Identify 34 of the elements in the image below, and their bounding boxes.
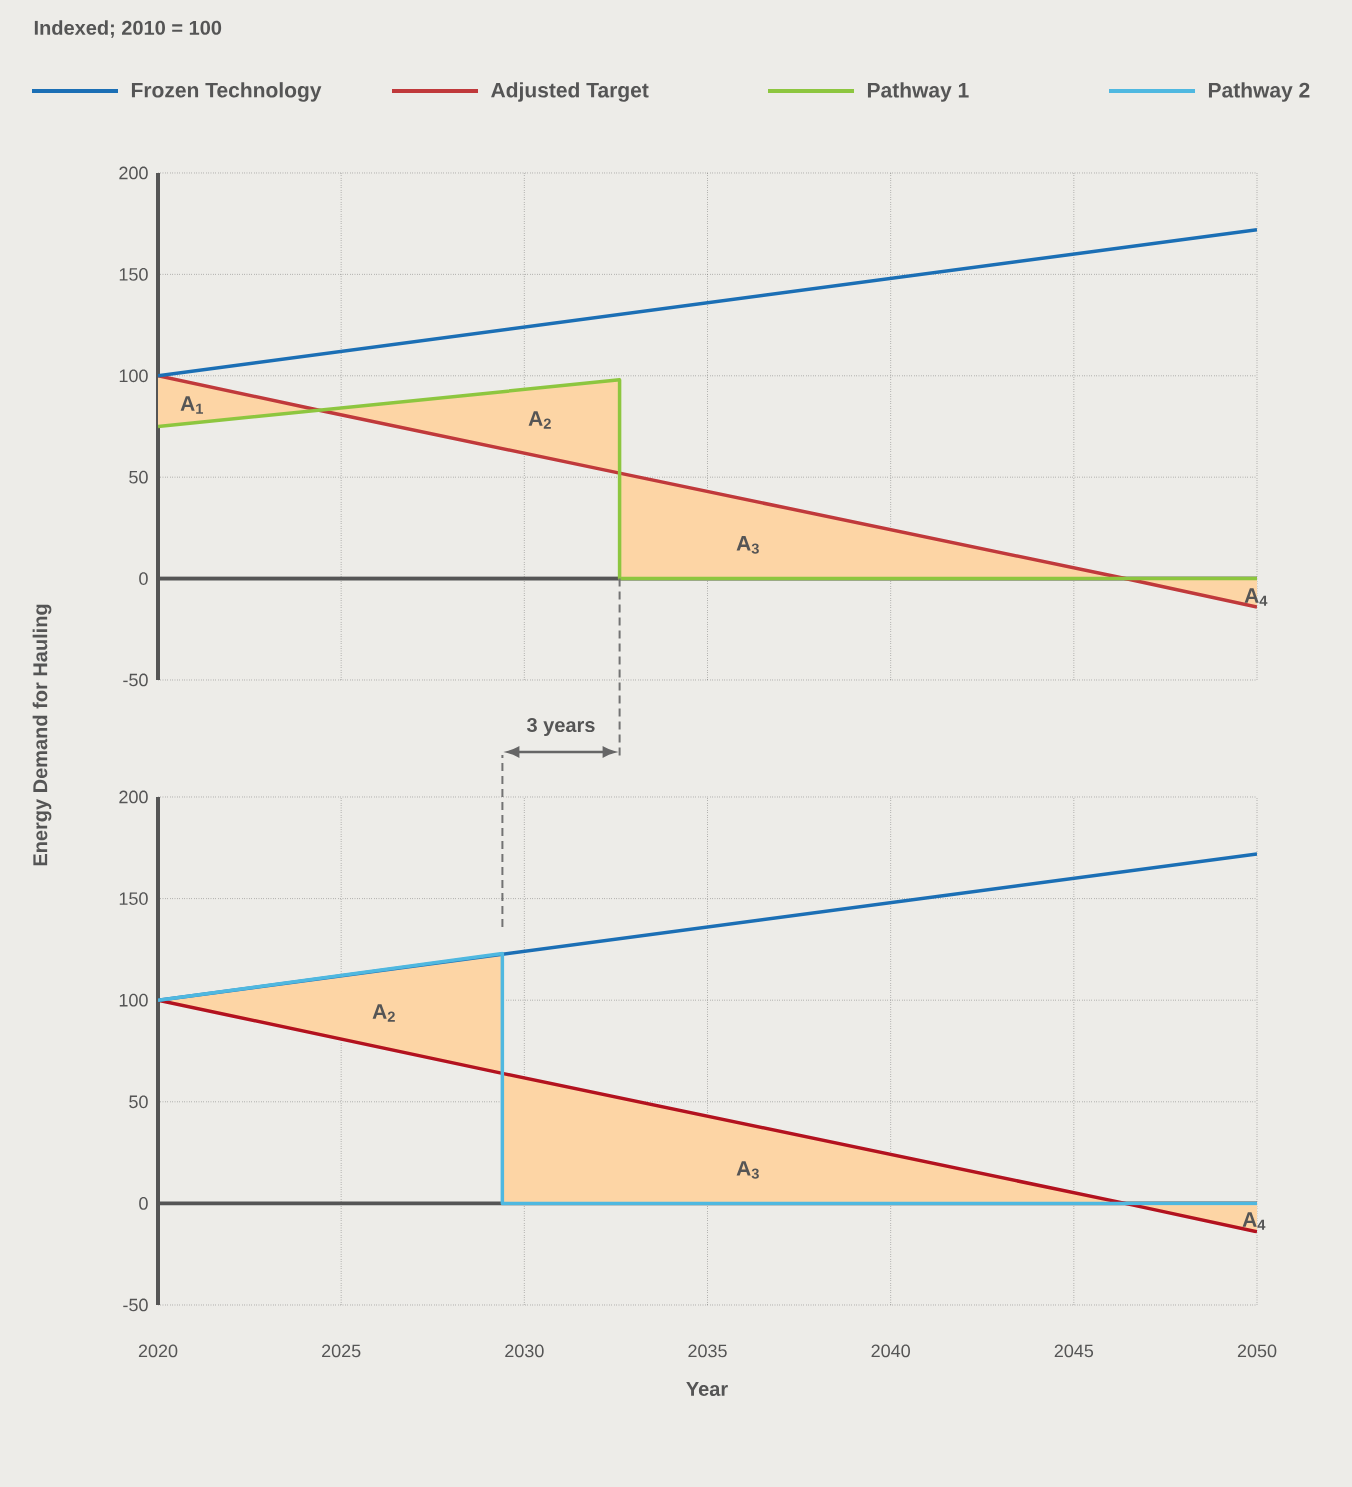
y-tick-label: 100 [119, 993, 148, 1007]
y-tick-label: 100 [119, 369, 148, 383]
annotation: A$_{2}$ [372, 1004, 395, 1022]
y-axis-title: Energy Demand for Hauling [32, 604, 52, 866]
y-tick-label: -50 [123, 1298, 148, 1312]
y-tick-label: 200 [119, 790, 148, 804]
y-tick-label: 0 [139, 572, 148, 585]
x-tick-label: 2035 [688, 1344, 727, 1358]
chart-title: Indexed; 2010 = 100 [34, 20, 222, 38]
x-tick-label: 2030 [505, 1344, 544, 1358]
annotation: A$_{3}$ [736, 1161, 759, 1179]
legend-label: Pathway 2 [1208, 82, 1310, 102]
x-axis-title: Year [686, 1382, 728, 1396]
annotation: A$_{4}$ [1244, 588, 1268, 606]
text: 3 years [526, 717, 595, 737]
x-tick-label: 2045 [1054, 1344, 1094, 1358]
y-tick-label: 0 [139, 1197, 148, 1210]
y-tick-label: 150 [119, 268, 148, 281]
y-tick-label: -50 [123, 673, 148, 687]
x-tick-label: 2050 [1237, 1344, 1277, 1358]
annotation: A$_{1}$ [180, 396, 204, 414]
y-tick-label: 200 [119, 166, 148, 180]
legend-label: Adjusted Target [491, 82, 649, 102]
legend-label: Frozen Technology [131, 82, 322, 102]
x-tick-label: 2020 [138, 1344, 178, 1358]
annotation: A$_{2}$ [528, 411, 551, 429]
y-tick-label: 50 [129, 470, 148, 484]
annotation: A$_{4}$ [1242, 1212, 1266, 1230]
x-tick-label: 2040 [871, 1344, 910, 1358]
annotation: A$_{3}$ [736, 536, 759, 554]
x-tick-label: 2025 [322, 1344, 361, 1358]
legend-label: Pathway 1 [867, 82, 969, 102]
y-tick-label: 150 [119, 892, 148, 905]
y-tick-label: 50 [129, 1095, 148, 1109]
